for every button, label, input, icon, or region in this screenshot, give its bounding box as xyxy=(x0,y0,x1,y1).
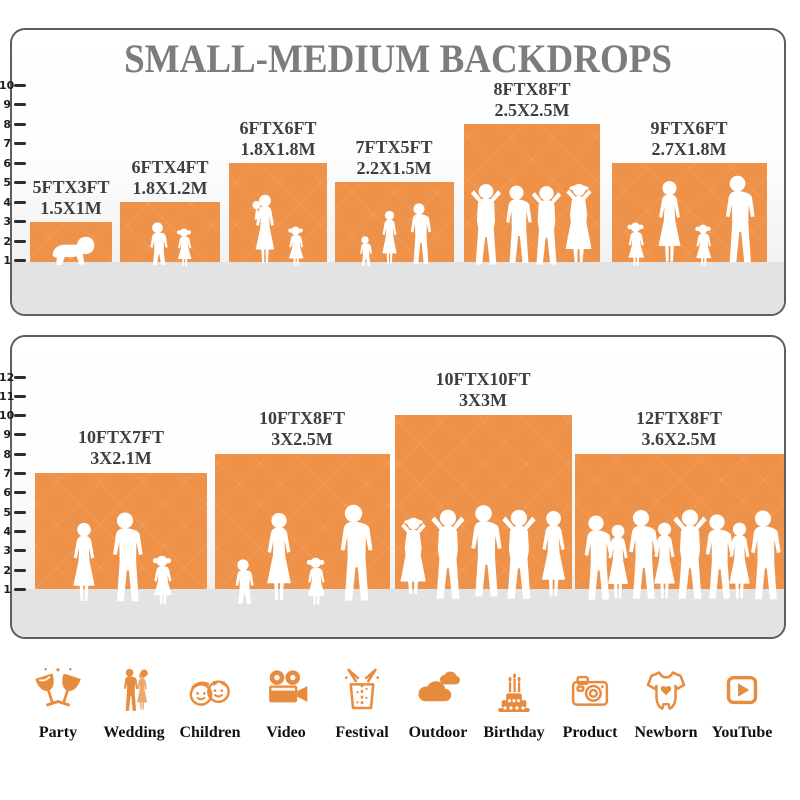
backdrop-label-6x4: 6FTX4FT 1.8X1.2M xyxy=(131,157,209,198)
backdrop-12x8 xyxy=(575,454,784,600)
silhouette-man xyxy=(750,510,781,600)
ruler-tick-7: 7 xyxy=(0,467,26,481)
backdrop-label-8x8: 8FTX8FT 2.5X2.5M xyxy=(493,79,571,120)
silhouette-toddler xyxy=(360,236,373,266)
silhouette-boy xyxy=(150,222,168,265)
ruler-tick-6: 6 xyxy=(0,156,26,170)
silhouette-man xyxy=(113,512,143,602)
silhouette-mother-holding-baby xyxy=(252,194,275,263)
silhouette-woman xyxy=(73,522,95,602)
silhouette-man-arms-up xyxy=(431,509,465,599)
backdrop-5x3 xyxy=(30,222,112,265)
silhouette-woman-with-hat xyxy=(565,183,592,262)
backdrop-label-10x10: 10FTX10FT 3X3M xyxy=(435,369,531,410)
silhouette-girl xyxy=(288,226,304,266)
backdrop-10x8 xyxy=(215,454,390,605)
children-faces-icon xyxy=(189,680,230,706)
category-children: Children xyxy=(174,662,246,742)
floor-strip xyxy=(12,262,784,314)
ruler-tick-2: 2 xyxy=(0,234,26,248)
backdrop-label-10x7: 10FTX7FT 3X2.1M xyxy=(77,427,165,468)
ruler-tick-4: 4 xyxy=(0,524,26,538)
ruler-tick-4: 4 xyxy=(0,195,26,209)
silhouette-girl xyxy=(626,222,644,266)
silhouette-woman xyxy=(267,512,291,601)
birthday-cake-icon xyxy=(498,673,530,713)
silhouette-man-arms-up xyxy=(502,509,536,599)
ruler-tick-8: 8 xyxy=(0,117,26,131)
panel-medium-large: 12 11 10 9 8 7 6 5 4 3 2 1 10FTX7FT 3X2.1M 10FTX8FT 3… xyxy=(0,335,786,639)
silhouette-woman xyxy=(658,181,680,262)
backdrop-10x10 xyxy=(395,415,572,599)
silhouette-man xyxy=(340,504,373,601)
category-product: Product xyxy=(554,662,626,742)
ruler-tick-7: 7 xyxy=(0,137,26,151)
ruler-tick-1: 1 xyxy=(0,582,26,596)
silhouette-man xyxy=(410,203,432,265)
backdrop-label-10x8: 10FTX8FT 3X2.5M xyxy=(258,408,346,449)
ruler-tick-12: 12 xyxy=(0,370,26,384)
youtube-play-icon xyxy=(726,675,758,705)
ruler-tick-3: 3 xyxy=(0,215,26,229)
party-glasses-icon xyxy=(35,667,81,707)
wedding-couple-icon xyxy=(123,668,148,711)
ruler-tick-1: 1 xyxy=(0,254,26,268)
silhouette-woman xyxy=(382,210,397,264)
category-wedding: Wedding xyxy=(98,662,170,742)
category-birthday: Birthday xyxy=(478,662,550,742)
backdrop-8x8 xyxy=(464,124,600,265)
category-youtube: YouTube xyxy=(706,662,778,742)
silhouette-girl xyxy=(152,555,172,605)
ruler-tick-5: 5 xyxy=(0,176,26,190)
ruler-tick-11: 11 xyxy=(0,389,26,403)
ruler-tick-2: 2 xyxy=(0,563,26,577)
category-festival: Festival xyxy=(326,662,398,742)
backdrop-label-6x6: 6FTX6FT 1.8X1.8M xyxy=(239,118,317,159)
backdrop-label-7x5: 7FTX5FT 2.2X1.5M xyxy=(355,137,433,178)
floor-strip xyxy=(12,589,784,637)
category-outdoor: Outdoor xyxy=(402,662,474,742)
backdrop-7x5 xyxy=(335,182,454,266)
silhouette-girl xyxy=(694,224,711,266)
outdoor-clouds-icon xyxy=(418,671,460,702)
ruler-tick-8: 8 xyxy=(0,447,26,461)
ruler-tick-9: 9 xyxy=(0,428,26,442)
backdrop-label-5x3: 5FTX3FT 1.5X1M xyxy=(32,177,110,218)
backdrop-10x7 xyxy=(35,473,207,605)
silhouette-crawling-baby xyxy=(52,236,95,265)
product-camera-icon xyxy=(571,675,609,706)
backdrop-label-12x8: 12FTX8FT 3.6X2.5M xyxy=(635,408,723,449)
silhouette-boy xyxy=(235,559,254,604)
ruler-tick-9: 9 xyxy=(0,98,26,112)
ruler-tick-6: 6 xyxy=(0,486,26,500)
festival-gift-icon xyxy=(344,668,380,710)
ruler-tick-10: 10 xyxy=(0,409,26,423)
silhouette-woman xyxy=(541,511,566,597)
ruler-tick-3: 3 xyxy=(0,544,26,558)
panel-small-medium: SMALL-MEDIUM BACKDROPS 10 9 8 7 6 5 4 3 2 1 5FTX3… xyxy=(0,28,786,316)
ruler-tick-5: 5 xyxy=(0,505,26,519)
category-newborn: Newborn xyxy=(630,662,702,742)
backdrop-9x6 xyxy=(612,163,767,266)
silhouette-girl xyxy=(177,228,192,266)
category-video: Video xyxy=(250,662,322,742)
category-row: Party Wedding Children xyxy=(22,662,778,742)
backdrop-6x4 xyxy=(120,202,220,266)
backdrop-label-9x6: 9FTX6FT 2.7X1.8M xyxy=(650,118,728,159)
silhouette-girl xyxy=(306,557,325,605)
page-title: SMALL-MEDIUM BACKDROPS xyxy=(124,37,672,82)
backdrop-6x6 xyxy=(229,163,327,266)
silhouette-man xyxy=(725,175,755,263)
ruler-tick-10: 10 xyxy=(0,78,26,92)
video-camera-icon xyxy=(269,670,308,703)
newborn-onesie-icon xyxy=(646,671,686,710)
category-party: Party xyxy=(22,662,94,742)
